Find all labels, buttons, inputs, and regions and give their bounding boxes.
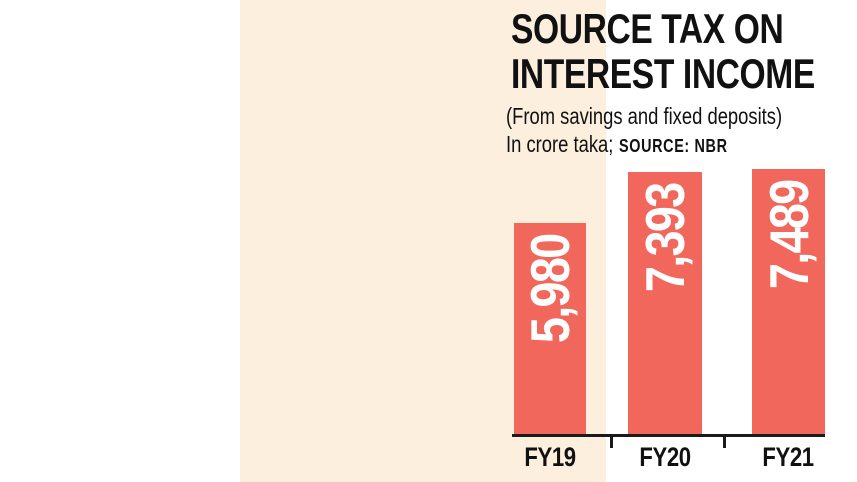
x-axis-tick-2 <box>723 434 726 448</box>
chart-subtitle: (From savings and fixed deposits) <box>506 103 783 129</box>
unit-source-row: In crore taka; SOURCE: NBR <box>506 131 857 160</box>
bar-fy21: 7,489 <box>752 169 825 435</box>
bar-fy20: 7,393 <box>628 172 702 435</box>
x-label-fy21: FY21 <box>762 442 814 472</box>
chart-title-line1: SOURCE TAX ON <box>511 5 784 52</box>
unit-label: In crore taka; <box>506 131 614 157</box>
x-label-fy19: FY19 <box>524 442 576 472</box>
bar-fy19: 5,980 <box>514 223 586 435</box>
x-axis-line <box>512 434 825 437</box>
bar-value-fy19: 5,980 <box>519 234 581 344</box>
x-label-fy20: FY20 <box>639 442 691 472</box>
x-axis-tick-1 <box>610 434 613 448</box>
chart-title: SOURCE TAX ON INTEREST INCOME <box>511 6 847 96</box>
source-label: SOURCE: NBR <box>618 136 728 156</box>
chart-panel: SOURCE TAX ON INTEREST INCOME (From savi… <box>240 0 825 482</box>
bar-value-fy21: 7,489 <box>757 180 820 290</box>
bar-value-fy20: 7,393 <box>634 183 696 293</box>
chart-title-line2: INTEREST INCOME <box>511 50 815 97</box>
